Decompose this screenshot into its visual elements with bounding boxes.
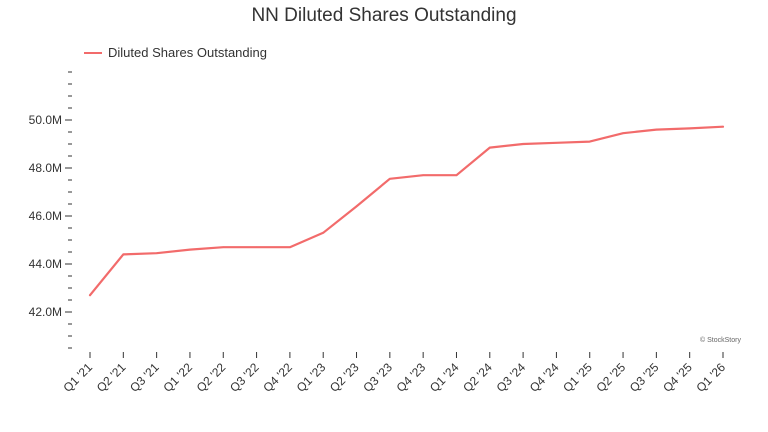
y-tick-label: 46.0M xyxy=(29,209,62,223)
x-tick-label: Q3 '22 xyxy=(227,360,262,395)
data-point xyxy=(488,146,491,149)
data-point xyxy=(455,174,458,176)
data-point xyxy=(122,253,125,256)
x-tick-label: Q3 '23 xyxy=(360,360,395,395)
x-tick-label: Q2 '24 xyxy=(460,360,495,395)
x-tick-label: Q3 '24 xyxy=(494,360,529,395)
x-tick-label: Q4 '24 xyxy=(527,360,562,395)
x-tick-label: Q2 '25 xyxy=(594,360,629,395)
data-point xyxy=(655,128,658,131)
legend-label: Diluted Shares Outstanding xyxy=(108,45,267,60)
x-tick-label: Q1 '21 xyxy=(60,360,95,395)
x-tick-label: Q4 '23 xyxy=(394,360,429,395)
x-tick-label: Q3 '25 xyxy=(627,360,662,395)
credit-text: © StockStory xyxy=(700,337,741,344)
x-tick-label: Q1 '22 xyxy=(160,360,195,395)
data-point xyxy=(622,132,624,134)
series-line xyxy=(88,125,725,297)
x-tick-label: Q1 '25 xyxy=(560,360,595,395)
y-tick-label: 48.0M xyxy=(29,161,62,175)
legend-swatch xyxy=(84,51,102,54)
y-tick-label: 50.0M xyxy=(29,113,62,127)
data-point xyxy=(555,142,558,144)
legend: Diluted Shares Outstanding xyxy=(84,45,267,60)
x-tick-label: Q4 '25 xyxy=(660,360,695,395)
data-point xyxy=(588,140,591,143)
x-tick-label: Q2 '21 xyxy=(94,360,129,395)
y-tick-label: 44.0M xyxy=(29,257,62,271)
data-point xyxy=(222,246,225,248)
data-point xyxy=(255,246,258,248)
x-tick-label: Q1 '26 xyxy=(693,360,728,395)
data-point xyxy=(522,143,524,145)
x-tick-label: Q1 '24 xyxy=(427,360,462,395)
x-tick-label: Q2 '22 xyxy=(194,360,229,395)
data-point xyxy=(688,127,691,130)
chart-title: NN Diluted Shares Outstanding xyxy=(251,5,517,26)
x-tick-label: Q4 '22 xyxy=(260,360,295,395)
data-point xyxy=(189,248,191,251)
data-point xyxy=(389,178,391,180)
data-point xyxy=(722,125,724,128)
data-point xyxy=(289,246,291,248)
x-tick-label: Q2 '23 xyxy=(327,360,362,395)
data-point xyxy=(89,294,91,297)
data-point xyxy=(155,252,158,254)
x-tick-label: Q1 '23 xyxy=(294,360,329,395)
data-point xyxy=(322,232,325,234)
x-tick-label: Q3 '21 xyxy=(127,360,162,395)
y-tick-label: 42.0M xyxy=(29,305,62,319)
data-point xyxy=(422,174,424,176)
data-point xyxy=(355,205,358,208)
